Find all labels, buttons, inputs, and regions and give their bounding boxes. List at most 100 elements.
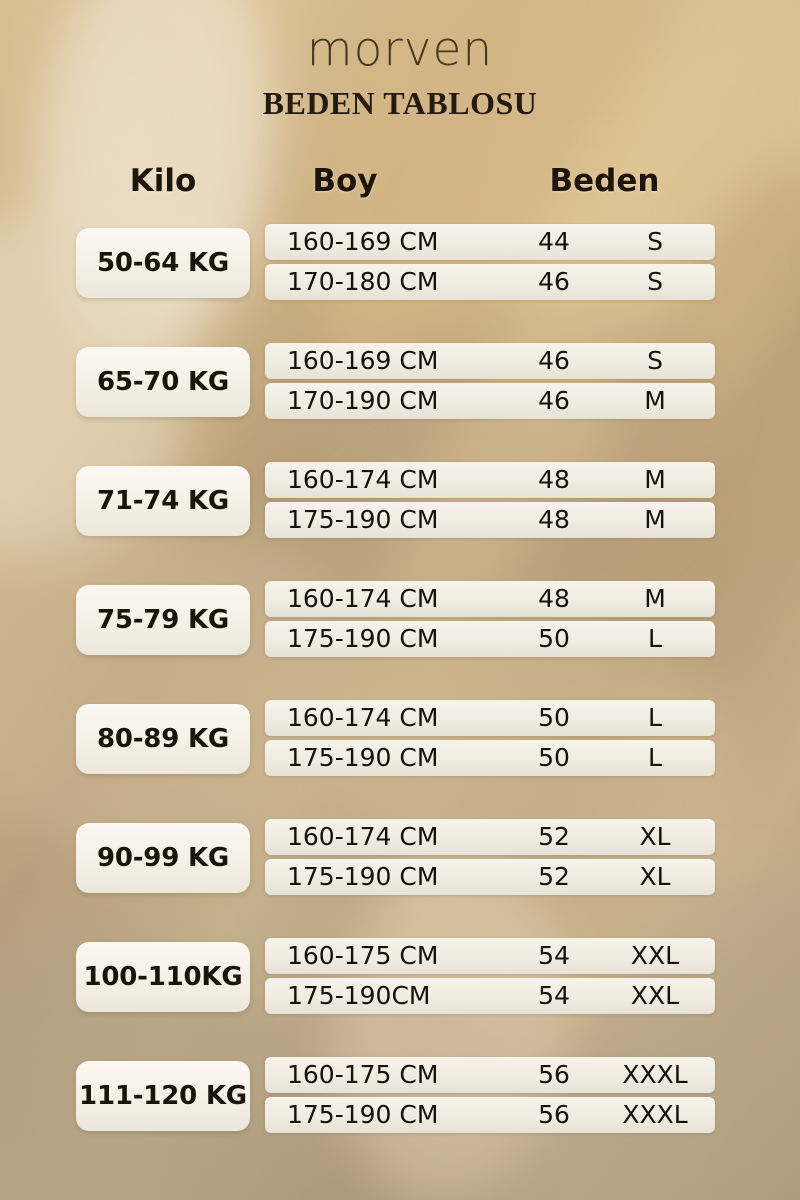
cell-size-letter: XXXL: [622, 1060, 688, 1089]
cell-size-letter: S: [647, 267, 663, 296]
background-blob: [120, 30, 136, 200]
size-group: 100-110KG 160-175 CM 54 XXL 175-190CM 54 XXL: [0, 938, 800, 1016]
column-header-beden: Beden: [549, 163, 660, 199]
cell-height: 160-169 CM: [287, 346, 439, 375]
table-row: 160-174 CM 48 M: [265, 581, 715, 617]
brand-logo: morven: [306, 22, 494, 77]
weight-pill: 75-79 KG: [76, 585, 250, 655]
weight-label: 111-120 KG: [79, 1081, 247, 1111]
cell-size-number: 56: [538, 1100, 570, 1129]
weight-label: 65-70 KG: [96, 367, 230, 397]
column-header-kilo: Kilo: [129, 163, 197, 199]
cell-height: 160-169 CM: [287, 227, 439, 256]
table-row: 160-174 CM 52 XL: [265, 819, 715, 855]
table-row: 160-174 CM 50 L: [265, 700, 715, 736]
size-group: 71-74 KG 160-174 CM 48 M 175-190 CM 48 M: [0, 462, 800, 540]
cell-size-letter: M: [644, 505, 666, 534]
cell-size-number: 54: [538, 981, 570, 1010]
size-rows: 160-175 CM 54 XXL 175-190CM 54 XXL: [265, 938, 715, 1014]
weight-pill: 65-70 KG: [76, 347, 250, 417]
size-group: 90-99 KG 160-174 CM 52 XL 175-190 CM 52 XL: [0, 819, 800, 897]
cell-size-letter: L: [648, 624, 662, 653]
cell-size-number: 50: [538, 703, 570, 732]
table-row: 160-169 CM 46 S: [265, 343, 715, 379]
size-groups: 50-64 KG 160-169 CM 44 S 170-180 CM 46 S 65-70 …: [0, 224, 800, 1176]
cell-size-number: 46: [538, 267, 570, 296]
cell-size-letter: M: [644, 386, 666, 415]
cell-size-number: 44: [538, 227, 570, 256]
table-row: 175-190 CM 56 XXXL: [265, 1097, 715, 1133]
cell-size-letter: XXL: [630, 981, 680, 1010]
size-group: 65-70 KG 160-169 CM 46 S 170-190 CM 46 M: [0, 343, 800, 421]
weight-label: 71-74 KG: [96, 486, 230, 516]
size-group: 111-120 KG 160-175 CM 56 XXXL 175-190 CM 56 XX…: [0, 1057, 800, 1135]
cell-size-number: 52: [538, 862, 570, 891]
table-row: 175-190 CM 48 M: [265, 502, 715, 538]
weight-label: 50-64 KG: [96, 248, 230, 278]
weight-pill: 71-74 KG: [76, 466, 250, 536]
cell-size-letter: S: [647, 227, 663, 256]
cell-size-letter: S: [647, 346, 663, 375]
cell-size-number: 46: [538, 386, 570, 415]
cell-height: 160-175 CM: [287, 941, 439, 970]
column-headers: Kilo Boy Beden: [0, 163, 800, 209]
cell-size-number: 46: [538, 346, 570, 375]
cell-height: 160-174 CM: [287, 822, 439, 851]
cell-size-number: 56: [538, 1060, 570, 1089]
size-rows: 160-169 CM 46 S 170-190 CM 46 M: [265, 343, 715, 419]
cell-size-letter: L: [648, 703, 662, 732]
cell-height: 175-190CM: [287, 981, 431, 1010]
cell-size-number: 48: [538, 584, 570, 613]
weight-label: 80-89 KG: [96, 724, 230, 754]
weight-label: 75-79 KG: [96, 605, 230, 635]
table-row: 160-175 CM 56 XXXL: [265, 1057, 715, 1093]
weight-pill: 100-110KG: [76, 942, 250, 1012]
cell-size-number: 48: [538, 465, 570, 494]
cell-height: 170-180 CM: [287, 267, 439, 296]
cell-size-letter: XXL: [630, 941, 680, 970]
cell-height: 175-190 CM: [287, 624, 439, 653]
size-rows: 160-174 CM 50 L 175-190 CM 50 L: [265, 700, 715, 776]
cell-height: 175-190 CM: [287, 743, 439, 772]
weight-pill: 50-64 KG: [76, 228, 250, 298]
size-rows: 160-174 CM 48 M 175-190 CM 50 L: [265, 581, 715, 657]
cell-size-letter: XL: [639, 822, 671, 851]
table-row: 175-190 CM 50 L: [265, 740, 715, 776]
size-group: 80-89 KG 160-174 CM 50 L 175-190 CM 50 L: [0, 700, 800, 778]
table-row: 160-169 CM 44 S: [265, 224, 715, 260]
table-row: 170-190 CM 46 M: [265, 383, 715, 419]
size-group: 75-79 KG 160-174 CM 48 M 175-190 CM 50 L: [0, 581, 800, 659]
cell-height: 170-190 CM: [287, 386, 439, 415]
size-rows: 160-174 CM 48 M 175-190 CM 48 M: [265, 462, 715, 538]
cell-height: 160-174 CM: [287, 584, 439, 613]
weight-label: 100-110KG: [83, 962, 243, 992]
cell-size-letter: M: [644, 584, 666, 613]
page-title: BEDEN TABLOSU: [262, 85, 538, 121]
weight-pill: 80-89 KG: [76, 704, 250, 774]
cell-size-number: 50: [538, 743, 570, 772]
table-row: 175-190 CM 52 XL: [265, 859, 715, 895]
table-row: 170-180 CM 46 S: [265, 264, 715, 300]
weight-pill: 111-120 KG: [76, 1061, 250, 1131]
size-rows: 160-174 CM 52 XL 175-190 CM 52 XL: [265, 819, 715, 895]
size-rows: 160-169 CM 44 S 170-180 CM 46 S: [265, 224, 715, 300]
column-header-boy: Boy: [312, 163, 378, 199]
cell-height: 160-174 CM: [287, 703, 439, 732]
size-rows: 160-175 CM 56 XXXL 175-190 CM 56 XXXL: [265, 1057, 715, 1133]
size-group: 50-64 KG 160-169 CM 44 S 170-180 CM 46 S: [0, 224, 800, 302]
table-row: 175-190 CM 50 L: [265, 621, 715, 657]
cell-height: 160-175 CM: [287, 1060, 439, 1089]
table-row: 160-175 CM 54 XXL: [265, 938, 715, 974]
cell-size-letter: XXXL: [622, 1100, 688, 1129]
cell-size-number: 48: [538, 505, 570, 534]
weight-pill: 90-99 KG: [76, 823, 250, 893]
cell-height: 160-174 CM: [287, 465, 439, 494]
table-row: 175-190CM 54 XXL: [265, 978, 715, 1014]
cell-size-letter: M: [644, 465, 666, 494]
cell-size-number: 50: [538, 624, 570, 653]
table-row: 160-174 CM 48 M: [265, 462, 715, 498]
cell-height: 175-190 CM: [287, 862, 439, 891]
cell-height: 175-190 CM: [287, 1100, 439, 1129]
cell-size-letter: XL: [639, 862, 671, 891]
